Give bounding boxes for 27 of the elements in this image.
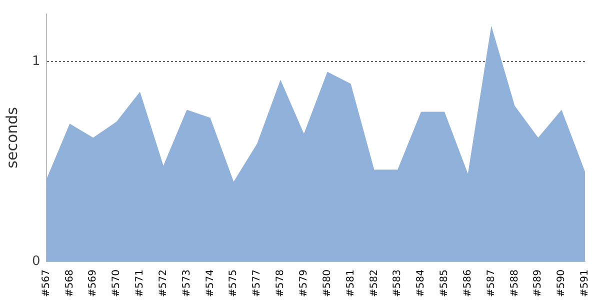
x-tick-label: #583 bbox=[392, 270, 404, 298]
x-tick-label: #569 bbox=[88, 270, 99, 298]
x-tick-label: #577 bbox=[252, 270, 263, 298]
x-tick-label: #586 bbox=[462, 270, 474, 298]
x-tick-label: #573 bbox=[181, 270, 192, 298]
y-tick-label: 0 bbox=[32, 254, 40, 269]
x-tick-label: #588 bbox=[509, 270, 520, 298]
y-tick-label: 1 bbox=[32, 54, 40, 70]
x-tick-label: #587 bbox=[486, 270, 497, 298]
x-tick-label: #568 bbox=[64, 270, 76, 298]
x-tick-label: #579 bbox=[298, 270, 310, 298]
x-tick-label: #578 bbox=[275, 270, 286, 298]
x-tick-label: #585 bbox=[439, 270, 450, 298]
x-tick-label: #580 bbox=[322, 270, 333, 298]
x-tick-label: #582 bbox=[368, 270, 380, 298]
x-tick-label: #581 bbox=[345, 270, 356, 298]
x-tick-label: #571 bbox=[134, 270, 146, 298]
x-tick-label: #589 bbox=[532, 270, 544, 298]
y-axis-title: seconds bbox=[2, 106, 21, 168]
x-tick-label: #584 bbox=[416, 270, 427, 298]
x-tick-label: #574 bbox=[204, 270, 216, 298]
x-tick-label: #590 bbox=[556, 270, 568, 298]
x-tick-label: #575 bbox=[228, 270, 240, 298]
x-tick-label: #572 bbox=[158, 270, 169, 298]
x-tick-label: #570 bbox=[111, 270, 122, 298]
x-tick-label: #591 bbox=[580, 270, 591, 298]
x-tick-label: #567 bbox=[40, 270, 52, 298]
